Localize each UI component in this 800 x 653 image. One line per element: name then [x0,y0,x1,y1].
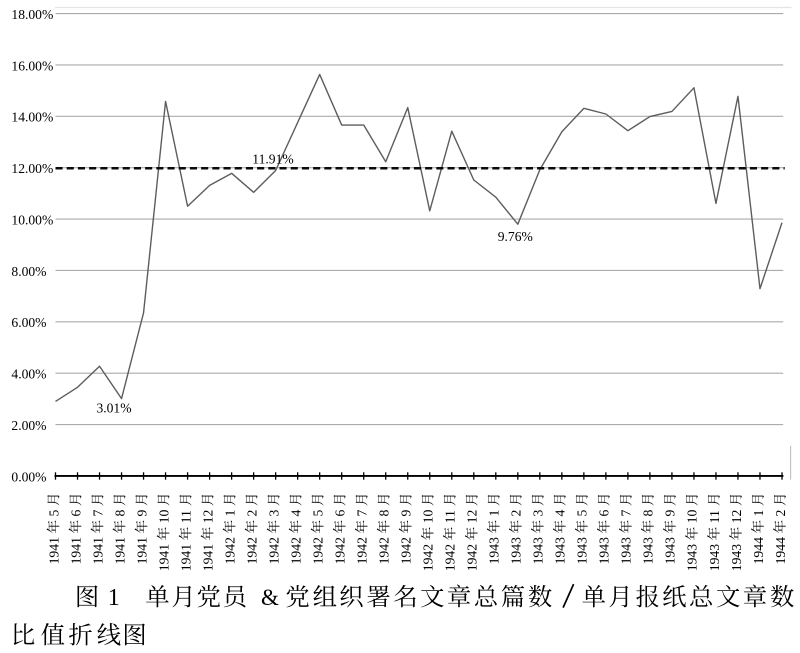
svg-text:1943: 1943 [487,537,502,565]
svg-text:1943: 1943 [619,537,634,565]
svg-text:5: 5 [310,509,325,516]
svg-text:1941: 1941 [46,537,61,565]
svg-text:1941: 1941 [134,537,149,565]
svg-text:8: 8 [641,509,656,516]
svg-text:7: 7 [619,509,634,516]
svg-text:1942: 1942 [244,537,259,565]
svg-text:6: 6 [333,509,348,516]
svg-text:1: 1 [108,585,120,611]
svg-text:4: 4 [288,509,303,516]
svg-text:1941: 1941 [68,537,83,565]
svg-text:8: 8 [377,509,392,516]
svg-text:9: 9 [663,509,678,516]
svg-text:1942: 1942 [310,537,325,565]
svg-text:5: 5 [46,509,61,516]
svg-text:1943: 1943 [531,537,546,565]
svg-text:4.00%: 4.00% [11,367,46,382]
svg-text:8: 8 [112,509,127,516]
svg-text:3.01%: 3.01% [96,401,131,416]
svg-text:12.00%: 12.00% [11,161,53,176]
svg-text:1943: 1943 [685,544,700,572]
svg-text:1: 1 [487,509,502,516]
svg-text:2: 2 [509,509,524,516]
svg-text:14.00%: 14.00% [11,110,53,125]
svg-text:11: 11 [178,510,193,523]
svg-text:3: 3 [531,509,546,516]
svg-text:0.00%: 0.00% [11,469,46,484]
svg-text:6.00%: 6.00% [11,315,46,330]
svg-text:9.76%: 9.76% [498,229,533,244]
svg-text:1942: 1942 [443,544,458,572]
svg-text:1942: 1942 [465,544,480,572]
svg-text:18.00%: 18.00% [11,7,53,22]
svg-text:1942: 1942 [377,537,392,565]
svg-text:1943: 1943 [509,537,524,565]
svg-text:1941: 1941 [178,544,193,572]
svg-text:7: 7 [90,509,105,516]
svg-text:2: 2 [773,509,788,516]
svg-text:2: 2 [244,509,259,516]
svg-text:5: 5 [575,509,590,516]
svg-text:1942: 1942 [399,537,414,565]
svg-text:12: 12 [200,509,215,523]
svg-text:1942: 1942 [355,537,370,565]
svg-text:1941: 1941 [90,537,105,565]
svg-text:3: 3 [266,509,281,516]
svg-text:11: 11 [707,510,722,523]
svg-text:1942: 1942 [421,544,436,572]
svg-text:1944: 1944 [773,537,788,565]
svg-text:1943: 1943 [729,544,744,572]
svg-text:1941: 1941 [112,537,127,565]
svg-text:1943: 1943 [597,537,612,565]
svg-text:1941: 1941 [156,544,171,572]
svg-text:10: 10 [685,509,700,523]
svg-text:1943: 1943 [663,537,678,565]
svg-text:1942: 1942 [288,537,303,565]
svg-text:1943: 1943 [575,537,590,565]
svg-text:12: 12 [465,509,480,523]
svg-text:1: 1 [222,509,237,516]
svg-text:10: 10 [156,509,171,523]
svg-text:8.00%: 8.00% [11,264,46,279]
svg-text:9: 9 [399,509,414,516]
svg-text:1942: 1942 [333,537,348,565]
svg-text:1: 1 [751,509,766,516]
svg-text:9: 9 [134,509,149,516]
svg-text:&: & [261,585,279,610]
svg-text:4: 4 [553,509,568,516]
svg-text:1944: 1944 [751,537,766,565]
svg-text:6: 6 [68,509,83,516]
svg-text:10.00%: 10.00% [11,212,53,227]
svg-text:6: 6 [597,509,612,516]
svg-text:1943: 1943 [553,537,568,565]
svg-text:2.00%: 2.00% [11,418,46,433]
svg-text:1942: 1942 [266,537,281,565]
svg-text:1942: 1942 [222,537,237,565]
svg-text:11: 11 [443,510,458,523]
svg-text:1941: 1941 [200,544,215,572]
svg-text:1943: 1943 [641,537,656,565]
svg-text:1943: 1943 [707,544,722,572]
svg-text:11.91%: 11.91% [252,152,293,167]
svg-text:10: 10 [421,509,436,523]
svg-text:16.00%: 16.00% [11,58,53,73]
svg-text:12: 12 [729,509,744,523]
svg-text:7: 7 [355,509,370,516]
